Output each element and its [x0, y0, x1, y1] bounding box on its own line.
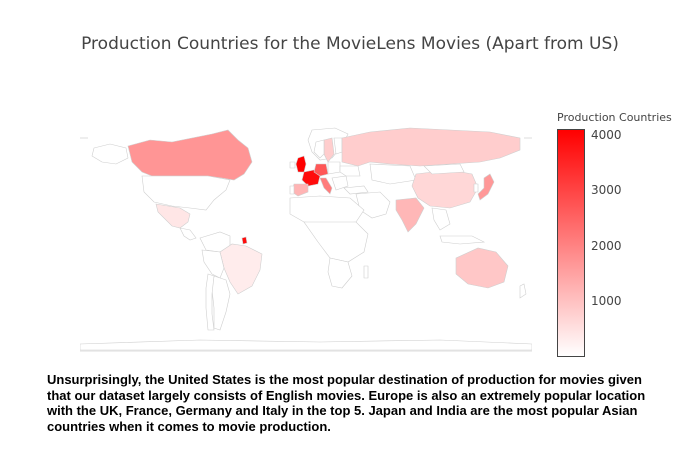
- country-norway[interactable]: [313, 139, 325, 159]
- country-peru-bolivia[interactable]: [201, 249, 225, 279]
- colorbar-tick: 2000: [591, 238, 622, 253]
- country-argentina[interactable]: [211, 275, 231, 331]
- country-kazakhstan[interactable]: [369, 163, 417, 185]
- country-balkans[interactable]: [331, 175, 349, 191]
- country-poland[interactable]: [327, 161, 341, 175]
- country-madagascar[interactable]: [363, 265, 369, 279]
- country-korea[interactable]: [473, 183, 479, 193]
- country-united-kingdom[interactable]: [295, 155, 307, 173]
- choropleth-map[interactable]: [80, 118, 532, 353]
- country-central-america[interactable]: [179, 227, 197, 241]
- country-brazil[interactable]: [219, 243, 263, 295]
- world-map-svg[interactable]: [80, 118, 532, 353]
- country-ukraine[interactable]: [339, 165, 361, 177]
- country-italy[interactable]: [319, 177, 333, 195]
- country-southeast-asia[interactable]: [431, 207, 451, 231]
- country-france[interactable]: [301, 169, 321, 187]
- country-australia[interactable]: [455, 247, 509, 289]
- country-chile[interactable]: [205, 273, 215, 331]
- country-ireland[interactable]: [289, 161, 296, 169]
- country-north-africa[interactable]: [289, 195, 365, 225]
- country-canada[interactable]: [127, 129, 253, 181]
- country-portugal[interactable]: [289, 185, 295, 195]
- colorbar: [557, 129, 585, 357]
- country-new-zealand[interactable]: [519, 283, 527, 299]
- country-antarctica[interactable]: [80, 339, 532, 351]
- country-russia[interactable]: [341, 127, 521, 167]
- country-french-guiana[interactable]: [241, 236, 248, 245]
- country-china[interactable]: [411, 169, 479, 209]
- colorbar-tick: 1000: [591, 294, 622, 309]
- colorbar-tick: 4000: [591, 127, 622, 142]
- country-southern-africa[interactable]: [327, 257, 353, 289]
- country-alaska[interactable]: [91, 143, 129, 165]
- country-japan[interactable]: [477, 173, 495, 201]
- colorbar-tick: 3000: [591, 183, 622, 198]
- chart-title: Production Countries for the MovieLens M…: [81, 34, 619, 54]
- colorbar-title: Production Countries: [557, 111, 672, 124]
- country-turkey[interactable]: [343, 185, 369, 195]
- country-indonesia[interactable]: [439, 235, 486, 245]
- country-germany[interactable]: [313, 163, 329, 177]
- country-india[interactable]: [395, 197, 425, 233]
- country-central-africa[interactable]: [303, 221, 369, 263]
- country-united-states[interactable]: [141, 175, 231, 211]
- caption-text: Unsurprisingly, the United States is the…: [47, 372, 646, 434]
- country-spain[interactable]: [291, 183, 309, 197]
- country-mongolia[interactable]: [423, 163, 465, 175]
